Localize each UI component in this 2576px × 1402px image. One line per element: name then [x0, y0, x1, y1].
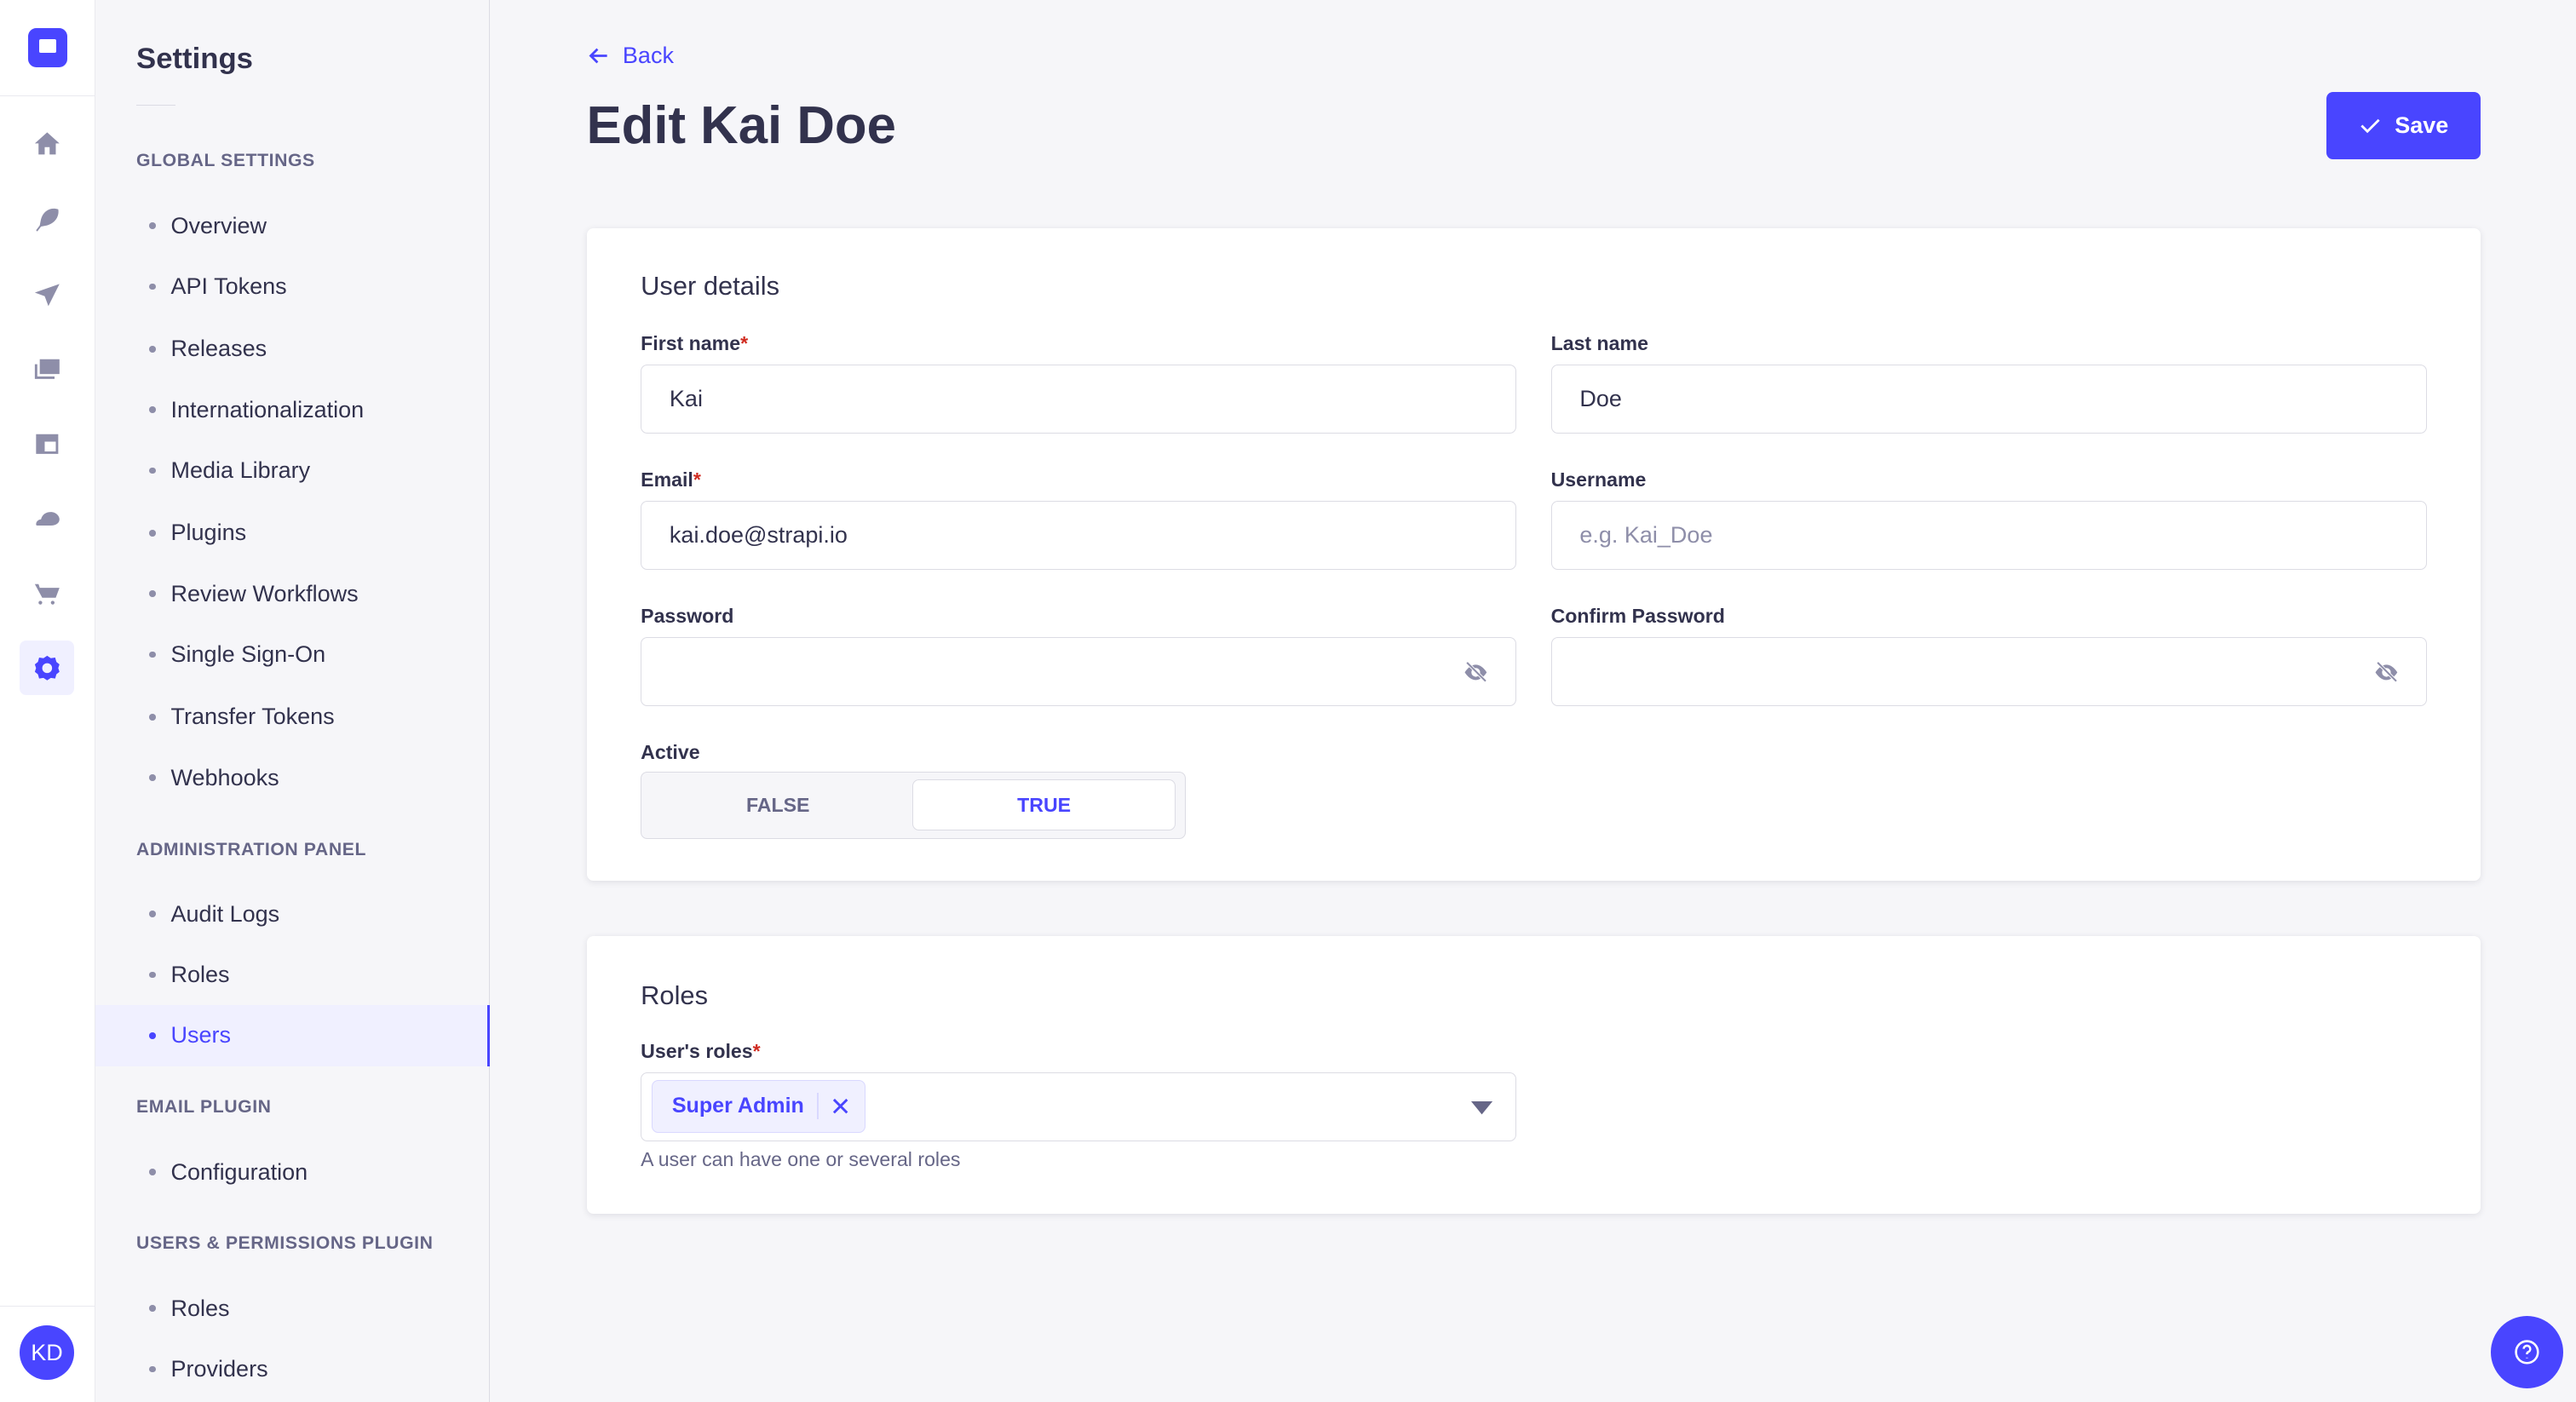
eye-off-icon[interactable] [2373, 659, 2400, 686]
last-name-label: Last name [1550, 331, 1648, 354]
cloud-icon[interactable] [20, 491, 74, 546]
role-tag-label: Super Admin [671, 1094, 804, 1118]
save-button[interactable]: Save [2326, 92, 2481, 160]
main-nav: KD [0, 0, 95, 1402]
username-label: Username [1550, 468, 1647, 491]
active-label: Active [641, 740, 700, 763]
confirm-password-input[interactable] [1550, 637, 2427, 707]
first-name-label: First name* [641, 331, 749, 354]
sidebar-item-plugins[interactable]: Plugins [95, 503, 490, 563]
save-label: Save [2395, 112, 2449, 139]
sidebar-item-configuration[interactable]: Configuration [95, 1141, 490, 1202]
sidebar-item-api-tokens[interactable]: API Tokens [95, 256, 490, 317]
first-name-input[interactable]: Kai [641, 365, 1517, 434]
images-icon[interactable] [20, 342, 74, 396]
chevron-down-icon[interactable] [1471, 1101, 1493, 1115]
confirm-password-label: Confirm Password [1550, 604, 1725, 627]
divider [0, 95, 95, 96]
toggle-false[interactable]: FALSE [745, 793, 810, 816]
username-input[interactable]: e.g. Kai_Doe [1550, 501, 2427, 571]
sidebar-item-up-roles[interactable]: Roles [95, 1278, 490, 1338]
section-title: User details [641, 271, 779, 302]
last-name-input[interactable]: Doe [1550, 365, 2427, 434]
section-title: Roles [641, 980, 708, 1011]
roles-card: Roles User's roles* Super Admin A user c… [586, 936, 2481, 1215]
settings-sidebar: Settings GLOBAL SETTINGS Overview API To… [95, 0, 490, 1402]
help-button[interactable] [2490, 1315, 2563, 1388]
question-icon [2515, 1340, 2539, 1365]
gear-icon[interactable] [20, 641, 74, 695]
strapi-logo[interactable] [27, 27, 68, 68]
paper-plane-icon[interactable] [20, 267, 74, 322]
active-toggle[interactable]: FALSE TRUE [641, 772, 1187, 840]
section-heading: ADMINISTRATION PANEL [136, 839, 366, 859]
sidebar-title: Settings [136, 43, 253, 76]
password-label: Password [641, 604, 734, 627]
page-title: Edit Kai Doe [586, 95, 896, 155]
sidebar-item-webhooks[interactable]: Webhooks [95, 748, 490, 808]
cart-icon[interactable] [20, 566, 74, 621]
sidebar-item-overview[interactable]: Overview [95, 196, 490, 256]
toggle-true[interactable]: TRUE [912, 779, 1176, 830]
avatar[interactable]: KD [20, 1325, 74, 1381]
sidebar-item-internationalization[interactable]: Internationalization [95, 380, 490, 440]
roles-select[interactable]: Super Admin [641, 1072, 1517, 1142]
roles-hint: A user can have one or several roles [641, 1148, 961, 1171]
sidebar-item-sso[interactable]: Single Sign-On [95, 624, 490, 685]
section-heading: USERS & PERMISSIONS PLUGIN [136, 1233, 434, 1254]
sidebar-item-users[interactable]: Users [95, 1005, 490, 1066]
password-input[interactable] [641, 637, 1517, 707]
section-heading: GLOBAL SETTINGS [136, 151, 315, 171]
divider [136, 105, 176, 106]
back-label: Back [622, 43, 674, 69]
roles-label: User's roles* [641, 1039, 761, 1062]
close-icon[interactable] [832, 1098, 848, 1114]
sidebar-item-audit-logs[interactable]: Audit Logs [95, 884, 490, 945]
home-icon[interactable] [20, 117, 74, 171]
sidebar-item-releases[interactable]: Releases [95, 319, 490, 379]
sidebar-item-review-workflows[interactable]: Review Workflows [95, 564, 490, 624]
email-label: Email* [641, 468, 701, 491]
arrow-left-icon [589, 48, 607, 64]
sidebar-item-transfer-tokens[interactable]: Transfer Tokens [95, 687, 490, 747]
sidebar-item-media-library[interactable]: Media Library [95, 440, 490, 501]
email-input[interactable]: kai.doe@strapi.io [641, 501, 1517, 571]
divider [0, 1306, 95, 1307]
sidebar-item-providers[interactable]: Providers [95, 1339, 490, 1399]
check-icon [2360, 118, 2380, 134]
section-heading: EMAIL PLUGIN [136, 1097, 272, 1118]
back-link[interactable]: Back [587, 43, 674, 69]
eye-off-icon[interactable] [1463, 659, 1489, 686]
sidebar-item-roles[interactable]: Roles [95, 945, 490, 1005]
role-tag: Super Admin [651, 1080, 866, 1133]
feather-icon[interactable] [20, 192, 74, 247]
user-details-card: User details First name* Kai Last name D… [586, 228, 2481, 881]
layout-icon[interactable] [20, 417, 74, 472]
